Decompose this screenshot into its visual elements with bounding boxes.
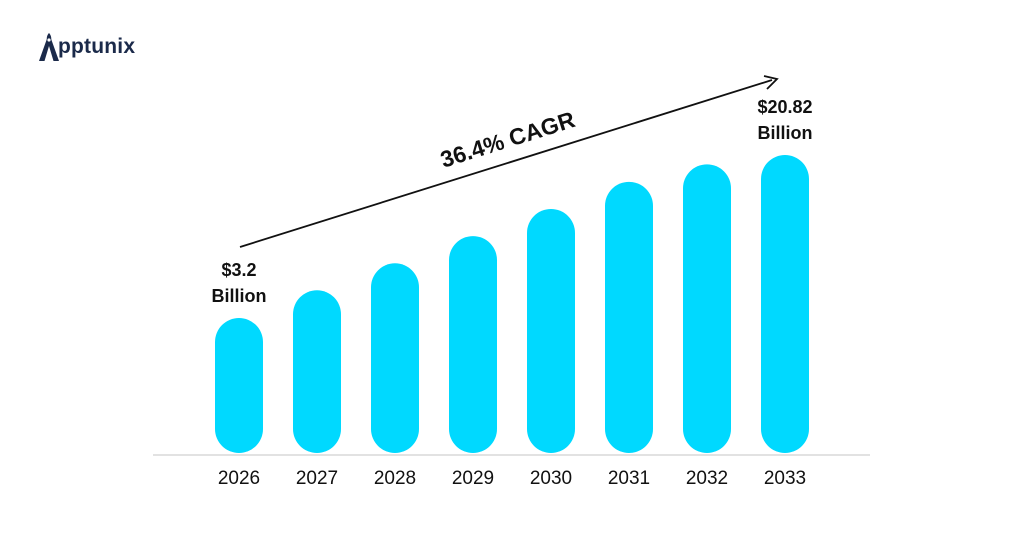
bar-2030 xyxy=(527,208,575,453)
bar-2032 xyxy=(683,164,731,453)
x-tick-label: 2026 xyxy=(218,468,260,489)
bar-2031 xyxy=(605,181,653,453)
bar-2033 xyxy=(761,155,809,453)
bar-2026 xyxy=(215,318,263,453)
x-tick-label: 2029 xyxy=(452,468,494,489)
data-label-2033-unit: Billion xyxy=(758,123,813,143)
bar-2028 xyxy=(371,263,419,453)
x-tick-label: 2033 xyxy=(764,468,806,489)
cagr-arrow-line xyxy=(239,79,773,248)
x-tick-label: 2031 xyxy=(608,468,650,489)
cagr-arrow-head xyxy=(763,75,779,90)
data-label-2033-value: $20.82 xyxy=(757,97,812,117)
data-label-2026-unit: Billion xyxy=(212,286,267,306)
x-tick-label: 2028 xyxy=(374,468,416,489)
x-tick-label: 2027 xyxy=(296,468,338,489)
brand-name: pptunix xyxy=(58,35,136,58)
brand-logo: pptunix xyxy=(37,30,135,64)
bar-2027 xyxy=(293,290,341,453)
x-tick-label: 2032 xyxy=(686,468,728,489)
bar-2029 xyxy=(449,236,497,453)
data-label-2026-value: $3.2 xyxy=(221,260,256,280)
x-tick-label: 2030 xyxy=(530,468,572,489)
apptunix-a-logo-icon xyxy=(39,33,59,61)
